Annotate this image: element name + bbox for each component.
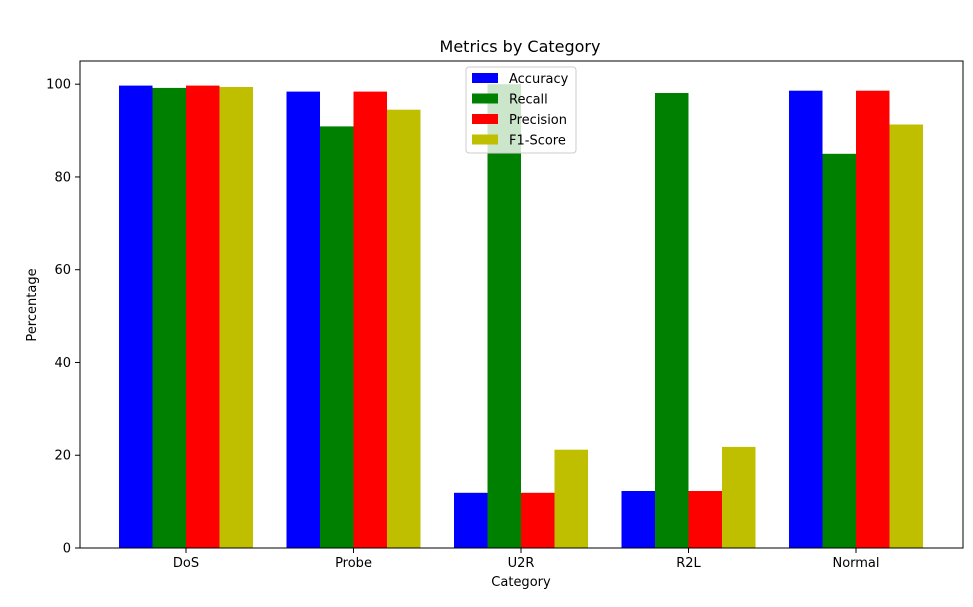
legend-box — [465, 66, 577, 154]
y-tick-label: 80 — [54, 170, 71, 185]
bar-precision-r2l — [688, 491, 722, 548]
bar-accuracy-normal — [789, 90, 823, 548]
bar-f1-score-dos — [219, 87, 253, 548]
bar-accuracy-r2l — [621, 491, 655, 548]
bar-f1-score-r2l — [722, 446, 756, 548]
bar-precision-normal — [856, 90, 890, 548]
bar-f1-score-u2r — [554, 449, 588, 548]
x-tick-label: U2R — [508, 556, 535, 571]
x-tick-label: Normal — [832, 556, 879, 571]
y-tick-label: 60 — [54, 263, 71, 278]
bar-precision-u2r — [521, 492, 555, 548]
x-tick-label: R2L — [676, 556, 701, 571]
bar-f1-score-probe — [387, 109, 421, 548]
bar-group — [119, 84, 923, 549]
bar-precision-probe — [353, 91, 387, 548]
bar-accuracy-dos — [119, 85, 153, 548]
bar-recall-probe — [320, 126, 354, 549]
y-axis-title: Percentage — [25, 268, 40, 341]
legend-swatch — [472, 134, 498, 145]
bar-precision-dos — [186, 85, 220, 548]
x-axis: DoS Probe U2R R2L Normal — [173, 548, 880, 571]
y-axis: 0 20 40 60 80 100 — [46, 78, 80, 557]
legend: Accuracy Recall Precision F1-Score — [465, 66, 577, 154]
bar-recall-dos — [152, 87, 186, 549]
x-axis-title: Category — [491, 575, 551, 590]
x-tick-label: Probe — [335, 556, 372, 571]
legend-swatch — [472, 73, 498, 83]
bar-recall-r2l — [655, 93, 689, 548]
legend-swatch — [472, 93, 498, 104]
legend-label: F1-Score — [509, 134, 566, 149]
bar-accuracy-probe — [286, 91, 320, 548]
bar-recall-u2r — [487, 84, 521, 548]
y-tick-label: 100 — [46, 78, 71, 93]
legend-label: Accuracy — [509, 72, 569, 87]
y-tick-label: 20 — [54, 449, 71, 464]
x-tick-label: DoS — [173, 556, 199, 571]
bar-accuracy-u2r — [454, 492, 488, 548]
bar-recall-normal — [822, 153, 856, 549]
y-tick-label: 0 — [63, 542, 71, 557]
legend-label: Precision — [509, 113, 567, 128]
legend-swatch — [472, 114, 498, 124]
legend-label: Recall — [509, 93, 548, 108]
chart-title: Metrics by Category — [440, 37, 601, 56]
y-tick-label: 40 — [54, 356, 71, 371]
bar-f1-score-normal — [889, 124, 923, 548]
